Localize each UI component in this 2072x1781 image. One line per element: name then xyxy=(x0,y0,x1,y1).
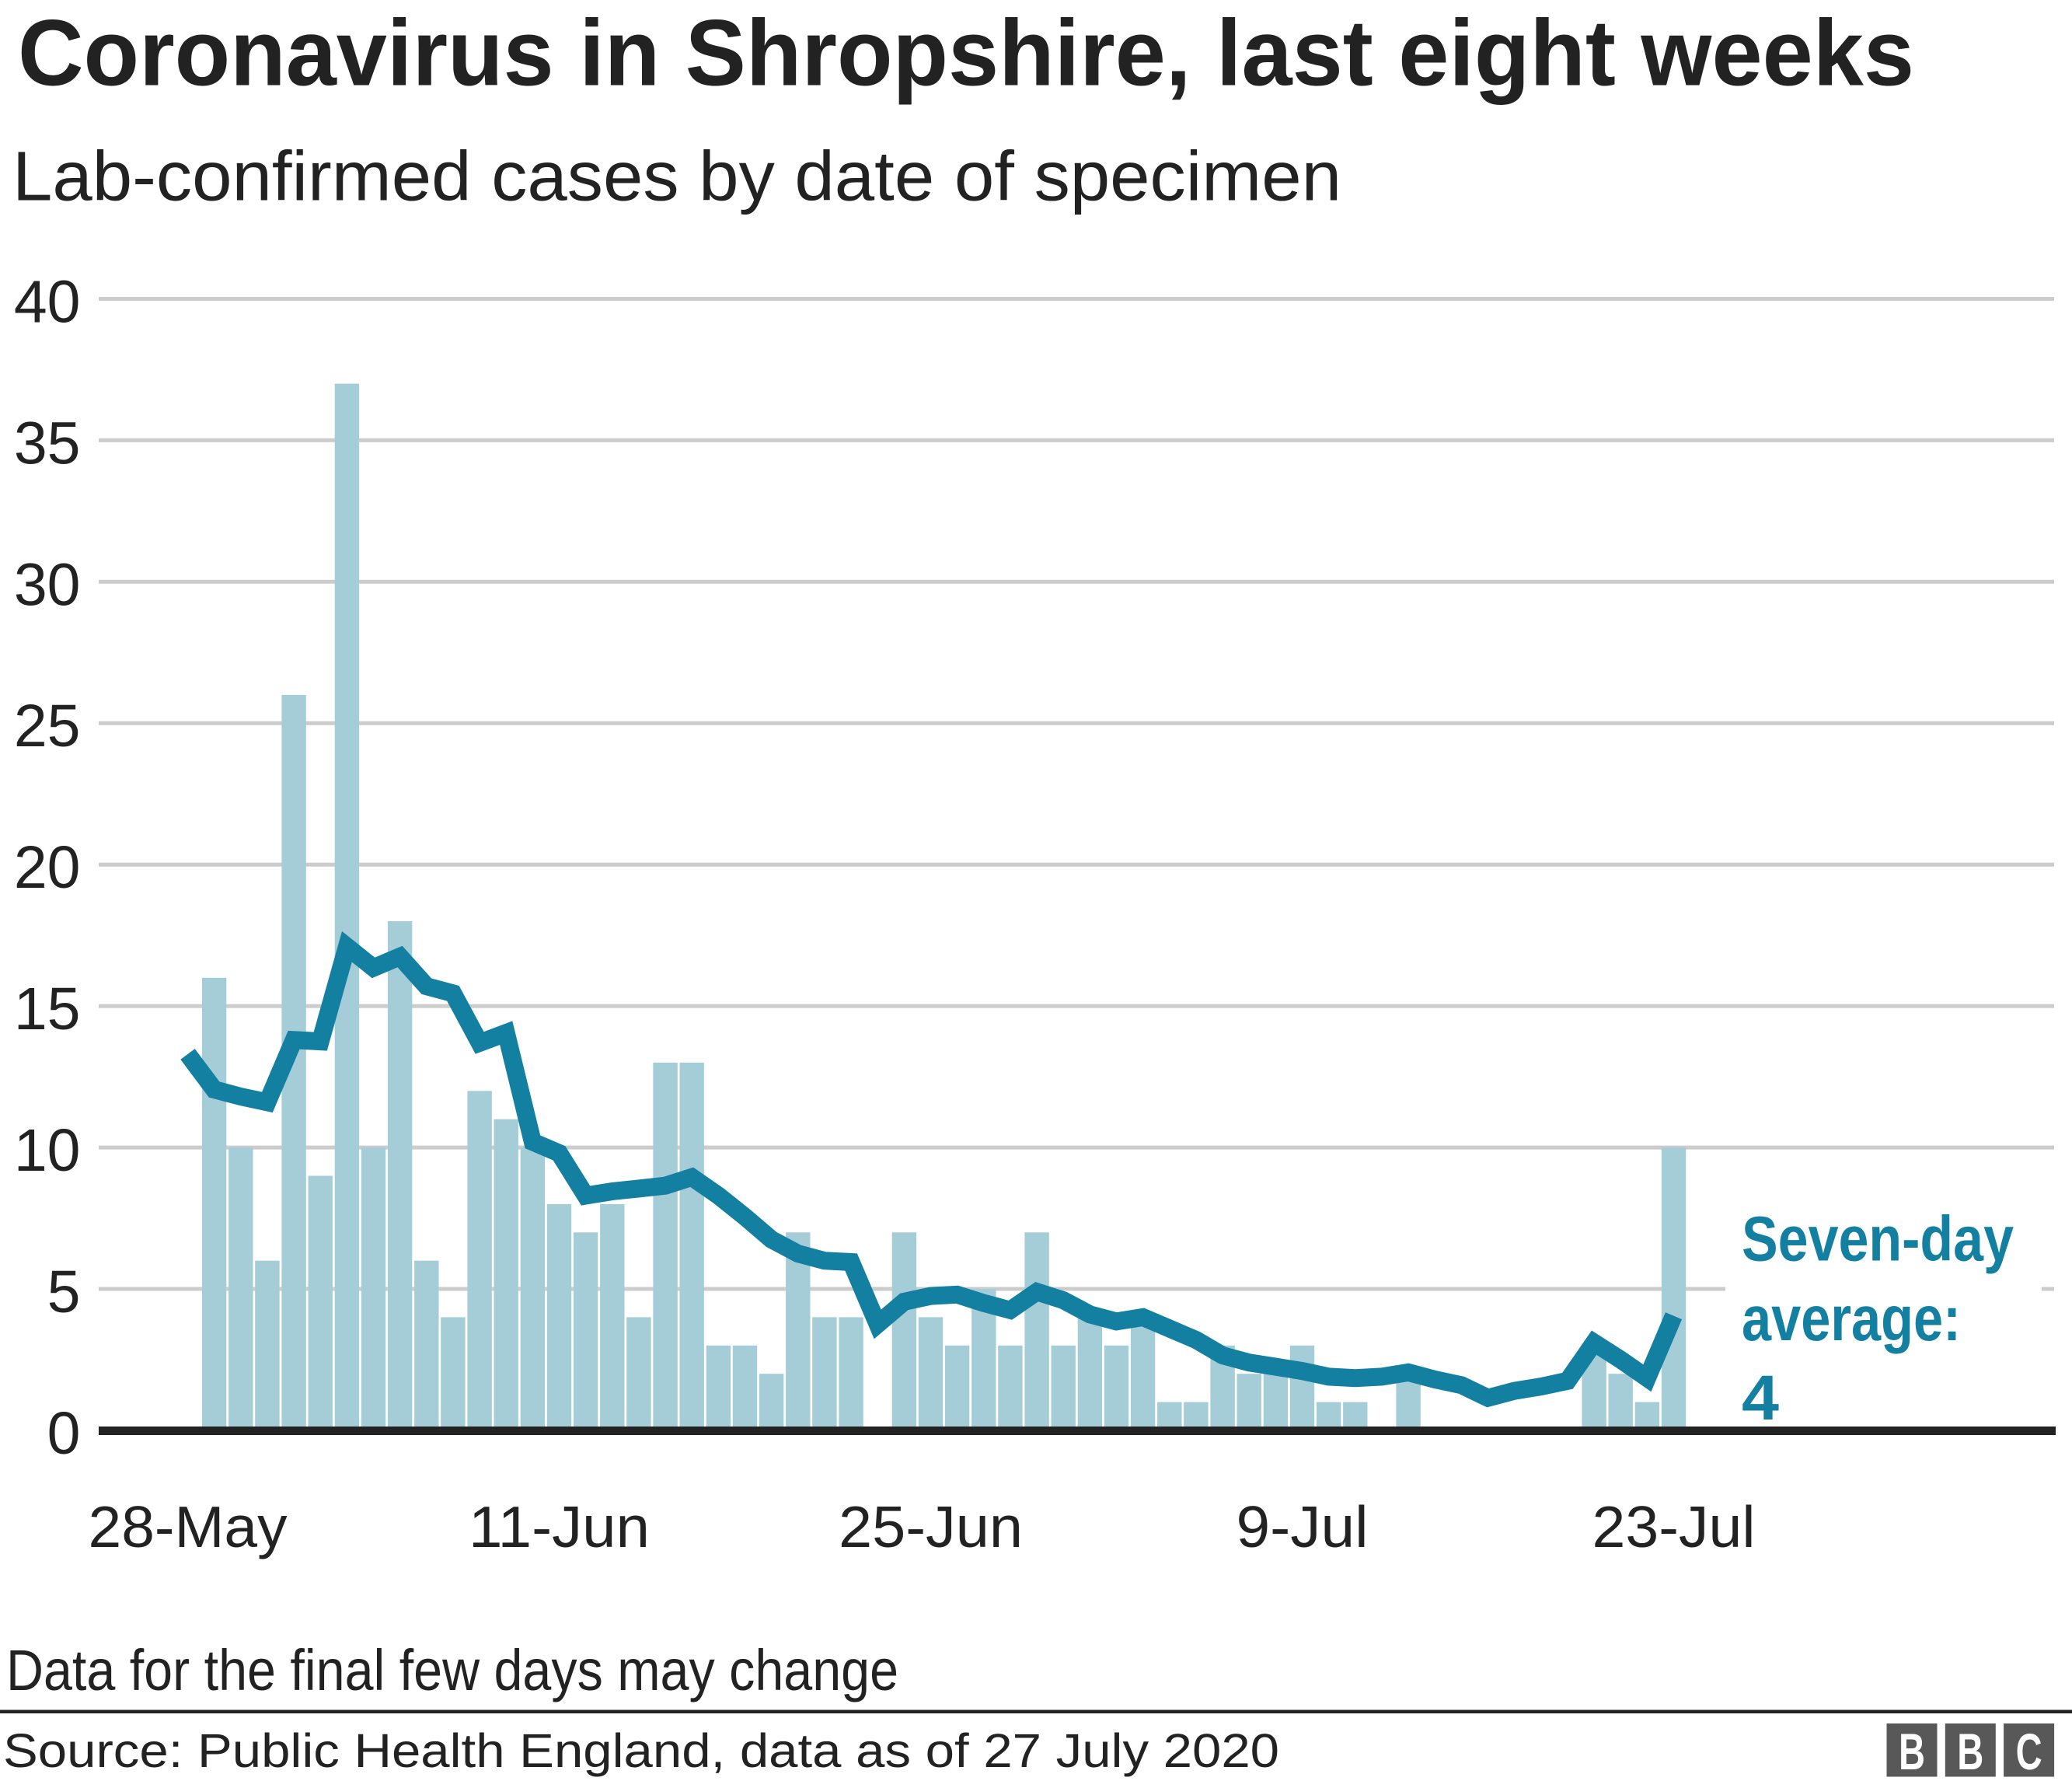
svg-text:Data for the final few days ma: Data for the final few days may change xyxy=(6,1638,898,1702)
svg-text:25-Jun: 25-Jun xyxy=(839,1494,1023,1559)
svg-text:15: 15 xyxy=(14,976,81,1042)
svg-text:B: B xyxy=(1899,1723,1925,1780)
svg-text:4: 4 xyxy=(1742,1363,1779,1434)
svg-text:25: 25 xyxy=(14,693,81,760)
svg-text:9-Jul: 9-Jul xyxy=(1237,1494,1369,1559)
svg-text:10: 10 xyxy=(14,1117,81,1184)
svg-text:C: C xyxy=(2016,1723,2042,1780)
svg-text:0: 0 xyxy=(47,1400,81,1467)
svg-text:11-Jun: 11-Jun xyxy=(469,1494,650,1559)
svg-text:B: B xyxy=(1957,1723,1983,1780)
svg-text:Source: Public Health England,: Source: Public Health England, data as o… xyxy=(3,1724,1279,1777)
svg-text:23-Jul: 23-Jul xyxy=(1592,1494,1756,1559)
svg-text:Lab-confirmed cases by date of: Lab-confirmed cases by date of specimen xyxy=(12,138,1341,216)
svg-text:average:: average: xyxy=(1742,1283,1961,1354)
svg-text:40: 40 xyxy=(14,268,81,335)
svg-text:Seven-day: Seven-day xyxy=(1742,1204,2014,1275)
svg-text:Coronavirus in Shropshire, las: Coronavirus in Shropshire, last eight we… xyxy=(18,0,1914,106)
svg-text:35: 35 xyxy=(14,410,81,477)
svg-text:20: 20 xyxy=(14,834,81,901)
svg-text:30: 30 xyxy=(14,551,81,618)
svg-text:28-May: 28-May xyxy=(89,1494,288,1559)
svg-text:5: 5 xyxy=(47,1259,81,1325)
